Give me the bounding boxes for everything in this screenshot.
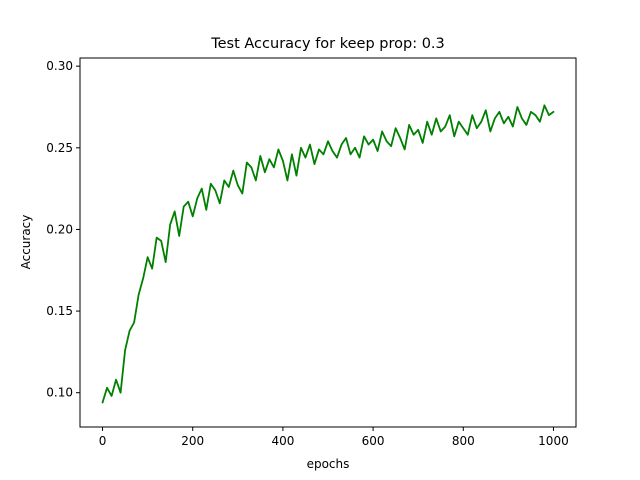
axes-ticks: 0 200 400 600 800 1000 0.10 0.15 0.20 0.25 0.30	[46, 59, 568, 448]
axes-frame	[79, 57, 577, 428]
y-tick-label: 0.20	[46, 222, 73, 236]
x-tick-label: 1000	[538, 434, 569, 448]
x-axis-label: epochs	[307, 457, 350, 471]
y-tick-label: 0.15	[46, 304, 73, 318]
chart-title: Test Accuracy for keep prop: 0.3	[210, 36, 445, 52]
plot-area	[101, 104, 555, 404]
y-axis-label: Accuracy	[19, 215, 33, 270]
y-tick-label: 0.25	[46, 141, 73, 155]
x-tick-label: 400	[271, 434, 294, 448]
x-tick-label: 800	[452, 434, 475, 448]
x-tick-label: 0	[99, 434, 107, 448]
y-tick-label: 0.30	[46, 59, 73, 73]
x-tick-label: 200	[181, 434, 204, 448]
y-tick-label: 0.10	[46, 386, 73, 400]
series-line-0	[101, 104, 555, 404]
x-tick-label: 600	[362, 434, 385, 448]
